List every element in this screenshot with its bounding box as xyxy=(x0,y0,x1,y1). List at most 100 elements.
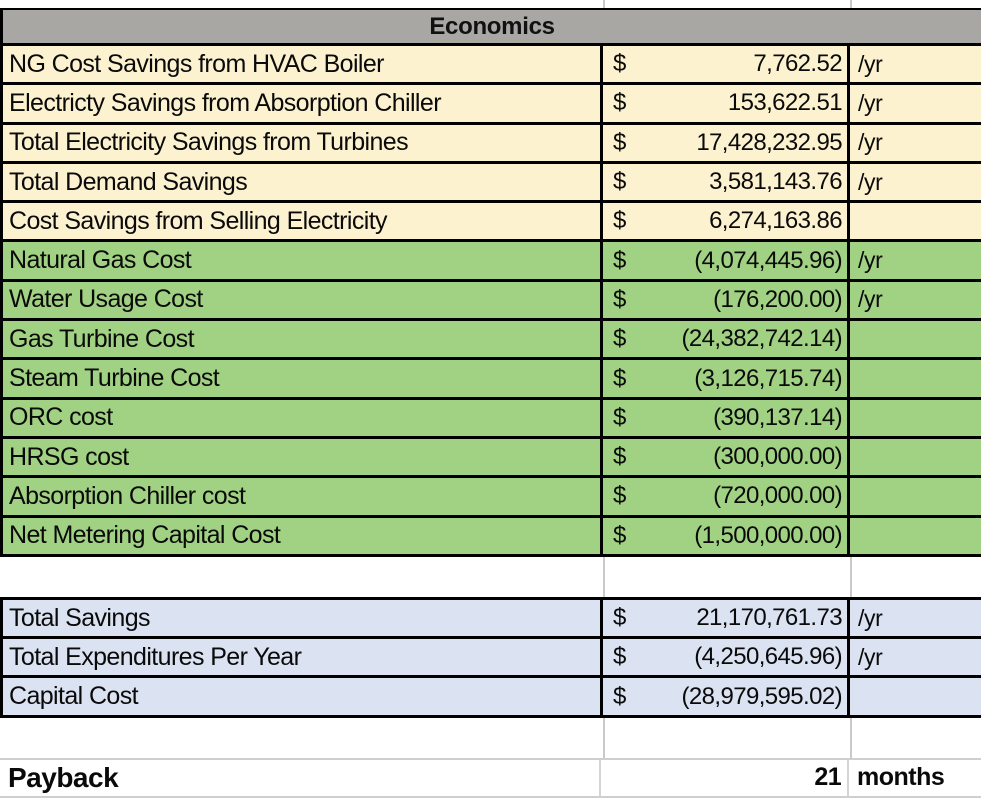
row-label-cell[interactable]: ORC cost xyxy=(3,399,603,436)
currency-symbol: $ xyxy=(613,128,626,156)
currency-symbol: $ xyxy=(613,682,626,710)
row-amount: 17,428,232.95 xyxy=(696,128,842,156)
row-unit-cell[interactable] xyxy=(850,678,981,714)
table-row: Cost Savings from Selling Electricity $6,… xyxy=(0,203,981,243)
row-unit-cell[interactable]: /yr xyxy=(858,643,883,670)
row-amount: (4,250,645.96) xyxy=(694,643,842,671)
row-value-cell[interactable]: $3,581,143.76 xyxy=(603,163,850,201)
table-row: Steam Turbine Cost $ (3,126,715.74) xyxy=(0,360,981,400)
row-value-cell[interactable]: $6,274,163.86 xyxy=(603,203,850,240)
row-unit-cell[interactable]: /yr xyxy=(858,604,883,631)
table-row: HRSG cost $ (300,000.00) xyxy=(0,438,981,479)
currency-symbol: $ xyxy=(613,482,626,510)
empty-row[interactable] xyxy=(0,556,981,597)
currency-symbol: $ xyxy=(613,521,626,549)
table-row: Net Metering Capital Cost $ (1,500,000.00) xyxy=(0,517,981,557)
row-unit-cell[interactable]: /yr xyxy=(858,247,883,274)
row-label-cell[interactable]: Net Metering Capital Cost xyxy=(3,517,603,554)
totals-block: Total Savings $21,170,761.73/yr Total Expe… xyxy=(0,596,981,718)
row-label-cell[interactable]: Absorption Chiller cost xyxy=(3,478,603,515)
row-amount: (720,000.00) xyxy=(713,482,843,510)
row-unit-cell[interactable] xyxy=(850,360,981,396)
row-label-cell[interactable]: Total Savings xyxy=(3,599,603,637)
row-value-cell[interactable]: $7,762.52 xyxy=(603,46,850,83)
top-margin-strip xyxy=(0,0,981,8)
section-title: Economics xyxy=(429,12,555,40)
row-label-cell[interactable]: Total Electricity Savings from Turbines xyxy=(3,124,603,161)
row-unit-cell[interactable]: /yr xyxy=(858,286,883,313)
row-unit-cell[interactable]: /yr xyxy=(858,129,883,156)
section-header-economics[interactable]: Economics xyxy=(0,8,981,46)
payback-value: 21 xyxy=(814,763,841,792)
row-label-cell[interactable]: NG Cost Savings from HVAC Boiler xyxy=(3,46,603,83)
payback-row: Payback 21 months xyxy=(0,757,981,798)
row-unit-cell[interactable] xyxy=(850,400,981,436)
currency-symbol: $ xyxy=(613,643,626,671)
row-label-cell[interactable]: Gas Turbine Cost xyxy=(3,321,603,358)
table-row: NG Cost Savings from HVAC Boiler $7,762.5… xyxy=(0,46,981,86)
row-label-cell[interactable]: Electricty Savings from Absorption Chill… xyxy=(3,85,603,122)
row-label-cell[interactable]: Steam Turbine Cost xyxy=(3,360,603,397)
payback-label: Payback xyxy=(8,761,119,793)
row-unit-cell[interactable]: /yr xyxy=(858,50,883,77)
row-amount: (4,074,445.96) xyxy=(694,246,842,274)
payback-unit-cell[interactable]: months xyxy=(849,760,981,796)
row-label-cell[interactable]: Capital Cost xyxy=(3,678,603,715)
gridline xyxy=(850,556,852,597)
row-value-cell[interactable]: $ (176,200.00) xyxy=(603,281,850,319)
gridline xyxy=(850,717,852,758)
currency-symbol: $ xyxy=(613,168,626,196)
payback-label-cell[interactable]: Payback xyxy=(0,759,601,796)
row-value-cell[interactable]: $ (24,382,742.14) xyxy=(603,321,850,358)
row-label-cell[interactable]: Natural Gas Cost xyxy=(3,242,603,279)
row-label-cell[interactable]: Total Demand Savings xyxy=(3,163,603,201)
row-amount: (1,500,000.00) xyxy=(694,521,842,549)
row-value-cell[interactable]: $ (390,137.14) xyxy=(603,399,850,436)
row-unit-cell[interactable] xyxy=(850,439,981,475)
empty-row[interactable] xyxy=(0,717,981,758)
row-value-cell[interactable]: $ (1,500,000.00) xyxy=(603,517,850,554)
row-label-cell[interactable]: HRSG cost xyxy=(3,438,603,476)
row-label-cell[interactable]: Total Expenditures Per Year xyxy=(3,639,603,676)
table-row: ORC cost $ (390,137.14) xyxy=(0,399,981,439)
savings-and-costs-block: NG Cost Savings from HVAC Boiler $7,762.5… xyxy=(0,46,981,557)
row-amount: 21,170,761.73 xyxy=(696,604,842,631)
gridline xyxy=(603,717,605,758)
row-amount: 153,622.51 xyxy=(727,89,843,117)
currency-symbol: $ xyxy=(613,364,626,392)
payback-unit: months xyxy=(857,763,945,792)
row-value-cell[interactable]: $ (3,126,715.74) xyxy=(603,360,850,397)
table-row: Absorption Chiller cost $ (720,000.00) xyxy=(0,478,981,518)
row-value-cell[interactable]: $ (720,000.00) xyxy=(603,478,850,515)
payback-value-cell[interactable]: 21 xyxy=(601,759,849,796)
row-amount: 3,581,143.76 xyxy=(709,168,843,196)
row-unit-cell[interactable] xyxy=(850,518,981,554)
row-amount: (28,979,595.02) xyxy=(681,682,843,710)
row-value-cell[interactable]: $153,622.51 xyxy=(603,85,850,122)
currency-symbol: $ xyxy=(613,89,626,117)
row-amount: (390,137.14) xyxy=(713,403,843,431)
row-value-cell[interactable]: $17,428,232.95 xyxy=(603,124,850,161)
currency-symbol: $ xyxy=(613,604,626,631)
currency-symbol: $ xyxy=(613,325,626,353)
table-row: Total Electricity Savings from Turbines $… xyxy=(0,124,981,164)
row-amount: (300,000.00) xyxy=(713,443,843,471)
row-unit-cell[interactable] xyxy=(850,203,981,239)
row-label-cell[interactable]: Water Usage Cost xyxy=(3,281,603,319)
row-unit-cell[interactable] xyxy=(850,321,981,357)
row-amount: 6,274,163.86 xyxy=(709,207,843,235)
table-row: Water Usage Cost $ (176,200.00) /yr xyxy=(0,281,981,322)
currency-symbol: $ xyxy=(613,246,626,274)
row-value-cell[interactable]: $ (300,000.00) xyxy=(603,438,850,476)
row-unit-cell[interactable] xyxy=(850,478,981,514)
row-unit-cell[interactable]: /yr xyxy=(858,89,883,116)
row-value-cell[interactable]: $ (28,979,595.02) xyxy=(603,678,850,715)
row-value-cell[interactable]: $21,170,761.73 xyxy=(603,599,850,637)
row-value-cell[interactable]: $ (4,074,445.96) xyxy=(603,242,850,279)
row-value-cell[interactable]: $ (4,250,645.96) xyxy=(603,639,850,676)
gridline xyxy=(603,0,605,8)
row-label-cell[interactable]: Cost Savings from Selling Electricity xyxy=(3,203,603,240)
table-row: Gas Turbine Cost $ (24,382,742.14) xyxy=(0,321,981,361)
row-unit-cell[interactable]: /yr xyxy=(858,168,883,195)
